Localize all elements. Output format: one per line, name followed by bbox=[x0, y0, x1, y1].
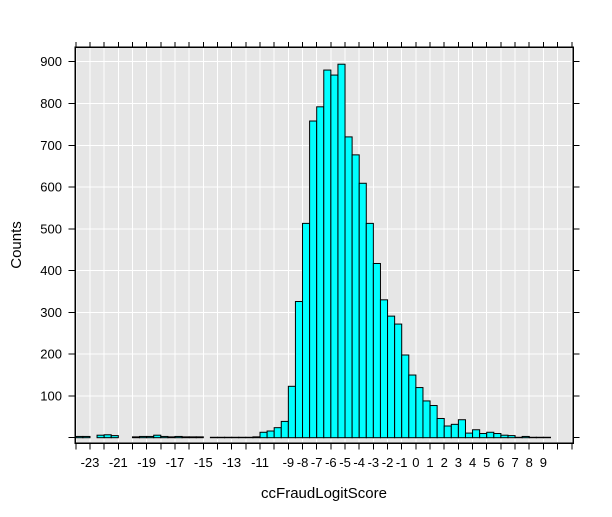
histogram-bar bbox=[294, 301, 304, 439]
histogram-bar bbox=[351, 154, 360, 439]
x-tick-label: 2 bbox=[441, 455, 448, 470]
x-tick-label: 3 bbox=[455, 455, 462, 470]
axes-layer bbox=[68, 42, 580, 450]
histogram-bar bbox=[103, 434, 112, 439]
histogram-bar bbox=[266, 430, 275, 439]
histogram-bar bbox=[337, 63, 346, 439]
y-tick-label: 500 bbox=[40, 221, 62, 236]
x-axis-title: ccFraudLogitScore bbox=[261, 485, 387, 502]
histogram-bar bbox=[316, 106, 325, 439]
x-tick-label: 7 bbox=[511, 455, 518, 470]
x-tick-label: -15 bbox=[194, 455, 213, 470]
histogram-bar bbox=[344, 136, 353, 439]
y-tick-label: 900 bbox=[40, 54, 62, 69]
x-tick-label: -9 bbox=[283, 455, 295, 470]
histogram-bar bbox=[429, 405, 438, 439]
histogram-bar bbox=[259, 431, 268, 439]
histogram-bar bbox=[252, 436, 261, 439]
histogram-bar bbox=[146, 435, 155, 439]
panel-border bbox=[74, 46, 574, 444]
y-tick-label: 600 bbox=[40, 180, 62, 195]
histogram-bar bbox=[174, 435, 183, 439]
x-tick-label: -17 bbox=[166, 455, 185, 470]
histogram-bar bbox=[139, 435, 148, 439]
histogram-bar bbox=[464, 432, 474, 439]
histogram-bar bbox=[195, 436, 204, 439]
y-tick-label: 100 bbox=[40, 388, 62, 403]
histogram-bar bbox=[75, 435, 84, 439]
histogram-bar bbox=[96, 434, 105, 439]
y-tick-label: 700 bbox=[40, 138, 62, 153]
histogram-bar bbox=[167, 436, 176, 439]
histogram-bar bbox=[379, 299, 389, 439]
histogram-bar bbox=[415, 387, 424, 439]
histogram-bar bbox=[472, 429, 481, 439]
histogram-bar bbox=[486, 431, 495, 439]
histogram-bar bbox=[401, 354, 410, 439]
x-tick-label: -1 bbox=[396, 455, 408, 470]
histogram-bar bbox=[323, 69, 332, 439]
x-tick-label: 8 bbox=[526, 455, 533, 470]
x-tick-label: -2 bbox=[382, 455, 394, 470]
x-tick-label: -5 bbox=[339, 455, 351, 470]
x-tick-label: -7 bbox=[311, 455, 323, 470]
histogram-bar bbox=[457, 419, 466, 439]
histogram-bar bbox=[500, 434, 509, 439]
histogram-bar bbox=[394, 323, 403, 439]
histogram-bar bbox=[287, 385, 296, 439]
x-tick-label: 6 bbox=[497, 455, 504, 470]
x-tick-label: -21 bbox=[109, 455, 128, 470]
x-tick-label: -23 bbox=[81, 455, 100, 470]
histogram-bar bbox=[387, 315, 396, 439]
y-tick-label: 400 bbox=[40, 263, 62, 278]
histogram-bar bbox=[521, 435, 530, 439]
histogram-bar bbox=[493, 433, 502, 439]
x-tick-label: -11 bbox=[251, 455, 269, 470]
histogram-bar bbox=[330, 74, 339, 439]
x-tick-label: 9 bbox=[540, 455, 547, 470]
histogram-bar bbox=[302, 222, 311, 439]
histogram-bar bbox=[160, 435, 169, 439]
x-tick-label: 5 bbox=[483, 455, 490, 470]
histogram-bar bbox=[131, 436, 141, 439]
histogram-bar bbox=[507, 435, 516, 439]
histogram-bar bbox=[358, 182, 367, 439]
x-tick-label: 1 bbox=[426, 455, 433, 470]
y-axis-title: Counts bbox=[8, 221, 25, 269]
x-tick-label: -4 bbox=[353, 455, 365, 470]
x-tick-label: 0 bbox=[412, 455, 419, 470]
histogram-bar bbox=[422, 400, 431, 439]
histogram-bar bbox=[273, 427, 282, 439]
histogram-bar bbox=[365, 222, 374, 439]
histogram-bar bbox=[372, 262, 381, 439]
x-tick-label: -8 bbox=[297, 455, 309, 470]
x-tick-label: -19 bbox=[137, 455, 156, 470]
y-tick-label: 300 bbox=[40, 305, 62, 320]
histogram-bar bbox=[436, 417, 445, 439]
histogram-bar bbox=[82, 435, 91, 439]
histogram-bar bbox=[443, 425, 452, 439]
histogram-bar bbox=[479, 433, 488, 439]
y-tick-label: 800 bbox=[40, 96, 62, 111]
x-tick-label: -13 bbox=[222, 455, 241, 470]
histogram-bar bbox=[153, 434, 162, 439]
histogram-bar bbox=[110, 435, 119, 439]
histogram-bar bbox=[450, 423, 459, 439]
bars-layer bbox=[75, 63, 551, 439]
histogram-bar bbox=[188, 436, 197, 439]
histogram-bar bbox=[280, 420, 289, 439]
x-tick-label: 4 bbox=[469, 455, 476, 470]
x-tick-label: -6 bbox=[325, 455, 337, 470]
histogram-bar bbox=[181, 436, 190, 439]
y-tick-label: 200 bbox=[40, 347, 62, 362]
histogram-bar bbox=[408, 374, 417, 439]
x-tick-label: -3 bbox=[368, 455, 380, 470]
histogram-bar bbox=[309, 120, 318, 439]
tick-labels-layer: -23 -21 -19 -17 -15 -13 -11 -9 -8 -7 -6 -5 -4 -3 -2 -1 0… bbox=[40, 54, 547, 470]
